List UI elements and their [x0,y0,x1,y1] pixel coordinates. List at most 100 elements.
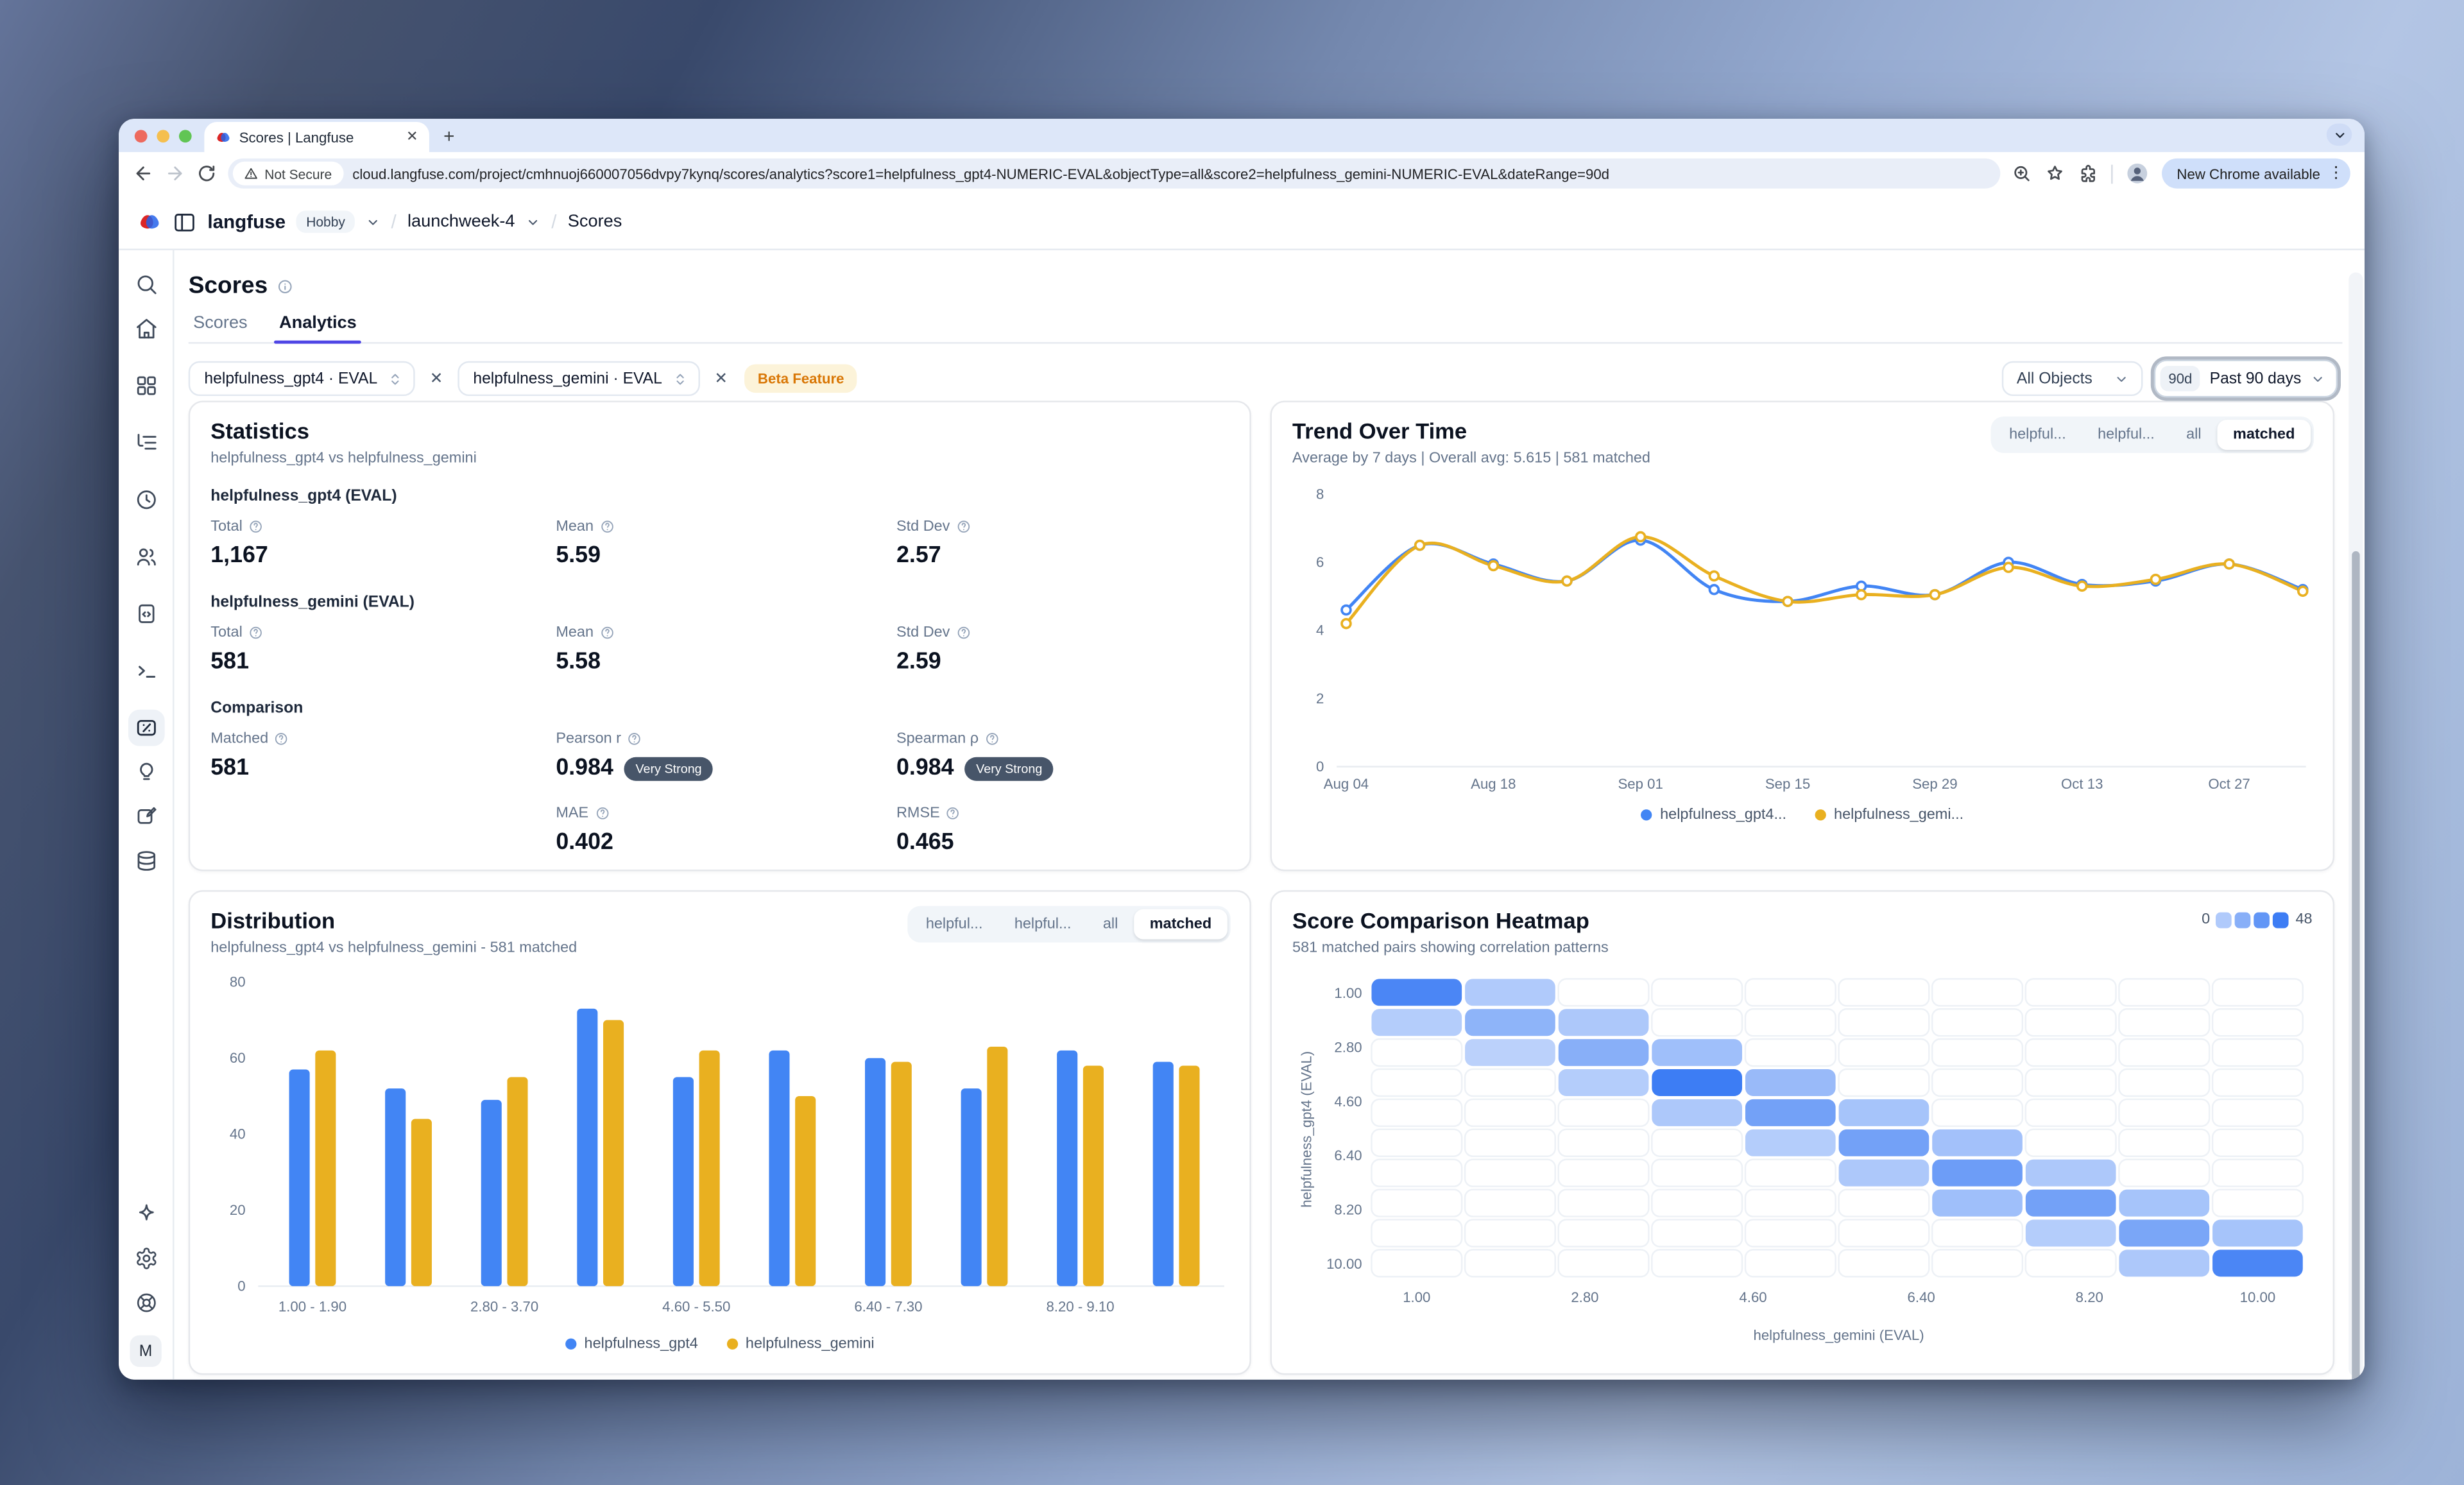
breadcrumb-page[interactable]: Scores [567,212,622,232]
dist-seg-all[interactable]: all [1102,915,1118,933]
heatmap-cell[interactable] [1558,1039,1649,1067]
heatmap-cell[interactable] [1838,1249,1930,1278]
heatmap-cell[interactable] [2025,1219,2116,1247]
tab-search-button[interactable] [2326,123,2352,146]
heatmap-cell[interactable] [1744,1249,1836,1278]
heatmap-cell[interactable] [1744,1219,1836,1248]
extensions-icon[interactable] [2078,163,2099,184]
scrollbar-thumb[interactable] [2352,551,2360,1380]
help-icon[interactable] [595,806,609,820]
bar-gpt4[interactable] [1057,1050,1078,1287]
data-point[interactable] [1782,596,1793,607]
sidebar-item-whats-new[interactable] [128,1196,164,1232]
heatmap-cell[interactable] [1371,979,1462,1006]
data-point[interactable] [2003,562,2014,573]
heatmap-cell[interactable] [1651,1219,1743,1248]
breadcrumb-org[interactable]: langfuse [207,210,286,233]
tab-scores[interactable]: Scores [193,313,248,333]
heatmap-cell[interactable] [1557,1098,1650,1128]
data-point[interactable] [1414,539,1426,551]
heatmap-cell[interactable] [1371,1249,1463,1278]
help-icon[interactable] [275,732,289,746]
heatmap-cell[interactable] [1464,1189,1557,1217]
heatmap-cell[interactable] [1745,1129,1836,1156]
bar-gemini[interactable] [795,1095,816,1287]
heatmap-cell[interactable] [2211,1189,2304,1217]
heatmap-cell[interactable] [2025,1189,2116,1217]
heatmap-cell[interactable] [1651,1189,1743,1217]
heatmap-cell[interactable] [1465,979,1555,1006]
heatmap-cell[interactable] [1464,1098,1557,1128]
heatmap-cell[interactable] [1371,1219,1463,1248]
heatmap-cell[interactable] [1932,1189,2023,1217]
sidebar-item-prompts[interactable] [128,596,164,632]
heatmap-cell[interactable] [2024,1098,2117,1128]
heatmap-cell[interactable] [1651,1008,1743,1037]
window-controls[interactable] [134,130,192,143]
heatmap-cell[interactable] [2024,978,2117,1007]
heatmap-cell[interactable] [1464,1158,1557,1187]
heatmap-cell[interactable] [1371,1068,1463,1097]
heatmap-cell[interactable] [1371,1158,1463,1187]
help-icon[interactable] [600,626,614,640]
legend-label[interactable]: helpfulness_gpt4... [1660,806,1787,824]
heatmap-cell[interactable] [1931,1008,2024,1037]
bar-gemini[interactable] [699,1050,720,1287]
chevron-down-icon[interactable] [366,214,380,228]
data-point[interactable] [1708,570,1720,582]
heatmap-cell[interactable] [1651,978,1743,1007]
browser-tab[interactable]: Scores | Langfuse ✕ [204,122,429,152]
heatmap-cell[interactable] [1838,1159,1929,1187]
heatmap-cell[interactable] [1745,1099,1836,1126]
info-icon[interactable] [277,278,293,294]
bar-gemini[interactable] [1082,1065,1104,1287]
heatmap-cell[interactable] [1838,1068,1930,1097]
date-range-select[interactable]: 90d Past 90 days [2154,359,2338,398]
bar-gpt4[interactable] [1152,1061,1174,1287]
heatmap-cell[interactable] [1931,978,2024,1007]
data-point[interactable] [1929,588,1941,601]
heatmap-cell[interactable] [1371,1098,1463,1128]
tab-analytics[interactable]: Analytics [274,314,361,344]
heatmap-cell[interactable] [2212,1219,2303,1247]
zoom-icon[interactable] [2012,163,2033,184]
heatmap-cell[interactable] [2024,1008,2117,1037]
sidebar-item-dashboards[interactable] [128,368,164,404]
heatmap-cell[interactable] [1557,1158,1650,1187]
help-icon[interactable] [600,520,614,534]
new-tab-button[interactable]: + [443,124,455,148]
score1-filter-chip[interactable]: helpfulness_gpt4 · EVAL [188,361,416,397]
data-point[interactable] [2076,580,2088,592]
heatmap-cell[interactable] [1931,1038,2024,1067]
bar-gpt4[interactable] [481,1099,502,1287]
heatmap-cell[interactable] [1558,1009,1649,1036]
heatmap-cell[interactable] [2118,1158,2211,1187]
heatmap-cell[interactable] [1557,1219,1650,1248]
profile-avatar[interactable] [2126,162,2150,185]
heatmap-cell[interactable] [1931,1219,2024,1248]
heatmap-cell[interactable] [1558,1069,1649,1096]
sidebar-item-tracing[interactable] [128,424,164,461]
bar-gpt4[interactable] [289,1069,310,1287]
heatmap-cell[interactable] [1744,1008,1836,1037]
heatmap-cell[interactable] [1744,1189,1836,1217]
heatmap-cell[interactable] [2211,1158,2304,1187]
help-icon[interactable] [249,520,263,534]
bar-gpt4[interactable] [865,1058,886,1287]
heatmap-cell[interactable] [2211,1038,2304,1067]
heatmap-cell[interactable] [1464,1249,1557,1278]
heatmap-cell[interactable] [2119,1219,2210,1247]
langfuse-logo[interactable] [138,210,162,234]
heatmap-cell[interactable] [1744,1038,1836,1067]
data-point[interactable] [1634,531,1647,543]
heatmap-cell[interactable] [2024,1128,2117,1158]
heatmap-cell[interactable] [1838,978,1930,1007]
heatmap-cell[interactable] [1838,1038,1930,1067]
object-type-select[interactable]: All Objects [2002,361,2143,397]
heatmap-cell[interactable] [1465,1039,1555,1067]
sidebar-item-sessions[interactable] [128,481,164,518]
score1-remove-icon[interactable]: ✕ [429,370,443,388]
heatmap-cell[interactable] [1557,1249,1650,1278]
heatmap-cell[interactable] [1652,1099,1743,1126]
data-point[interactable] [1708,583,1720,596]
